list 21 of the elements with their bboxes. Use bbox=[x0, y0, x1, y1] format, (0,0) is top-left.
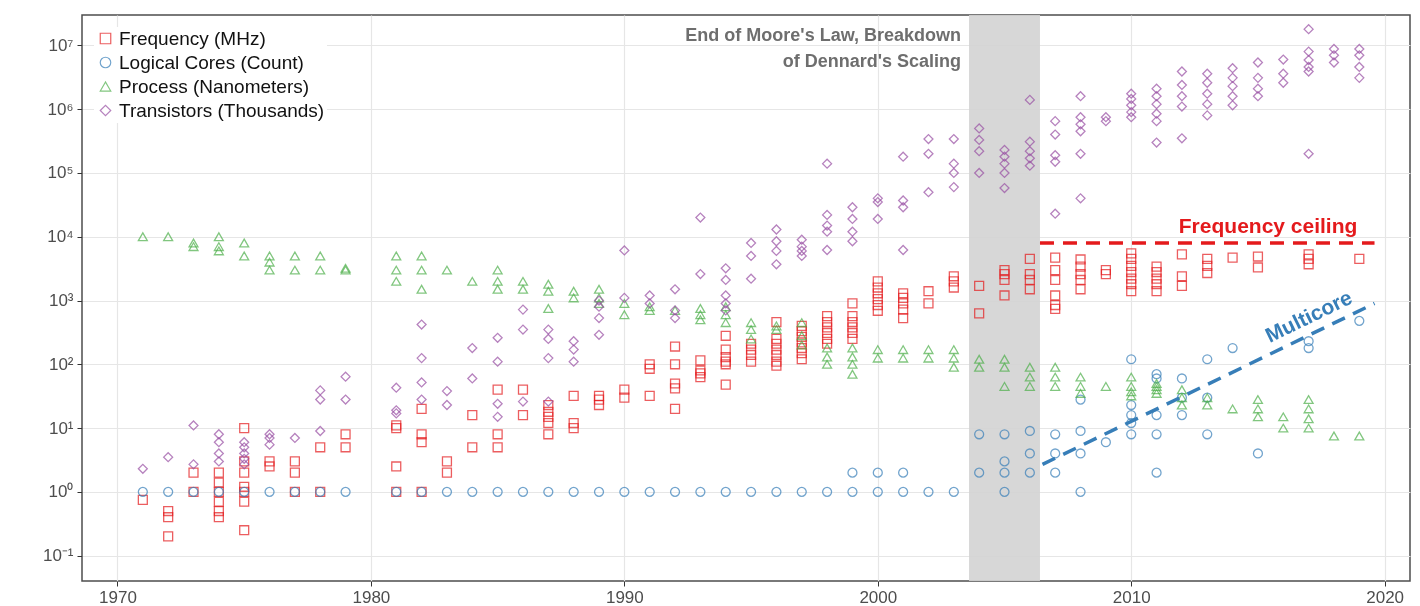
x-tick-label: 1970 bbox=[99, 587, 137, 606]
x-tick-label: 2000 bbox=[859, 587, 898, 606]
y-tick-label: 10⁻¹ bbox=[42, 546, 74, 566]
y-tick-label: 10⁵ bbox=[47, 163, 74, 183]
x-tick-label: 1990 bbox=[605, 587, 644, 606]
x-tick-label: 2010 bbox=[1112, 587, 1151, 606]
x-tick-label: 1980 bbox=[352, 587, 391, 606]
annotation: Frequency ceiling bbox=[1178, 213, 1358, 237]
legend-label: Process (Nanometers) bbox=[119, 75, 310, 97]
band-label: End of Moore's Law, Breakdown of Dennard's Scaling bbox=[685, 25, 962, 71]
y-tick-label: 10⁴ bbox=[47, 227, 74, 247]
y-tick-label: 10⁷ bbox=[48, 35, 74, 55]
y-tick-label: 10³ bbox=[48, 291, 74, 311]
y-tick-label: 10² bbox=[48, 354, 74, 374]
legend-label: Frequency (MHz) bbox=[119, 27, 266, 49]
x-tick-label: 2020 bbox=[1366, 587, 1405, 606]
legend-label: Transistors (Thousands) bbox=[119, 99, 325, 121]
y-tick-label: 10⁶ bbox=[47, 99, 74, 119]
legend-label: Logical Cores (Count) bbox=[119, 51, 304, 73]
y-tick-label: 10¹ bbox=[48, 418, 74, 438]
y-tick-label: 10⁰ bbox=[48, 482, 74, 502]
